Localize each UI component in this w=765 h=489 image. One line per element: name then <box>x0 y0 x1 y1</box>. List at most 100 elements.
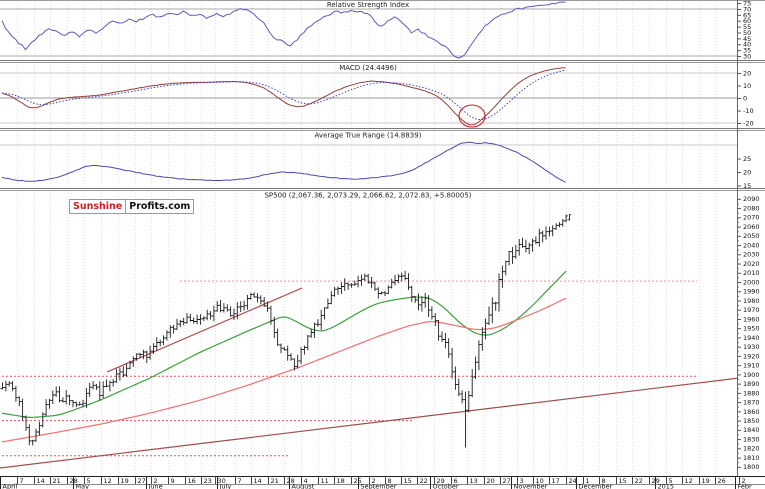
svg-text:1930: 1930 <box>743 343 760 351</box>
svg-text:2020: 2020 <box>743 260 760 268</box>
svg-text:20: 20 <box>487 477 495 485</box>
svg-text:2060: 2060 <box>743 223 760 231</box>
svg-text:75: 75 <box>743 0 751 8</box>
svg-text:65: 65 <box>743 11 751 19</box>
svg-text:1: 1 <box>586 477 590 485</box>
logo-sunshine-text: Sunshine <box>70 200 127 213</box>
svg-text:7: 7 <box>20 477 24 485</box>
svg-text:1860: 1860 <box>743 408 760 416</box>
atr-panel-title: Average True Range (14.8839) <box>315 132 422 140</box>
svg-text:September: September <box>361 483 397 489</box>
svg-text:7: 7 <box>238 477 242 485</box>
svg-text:1900: 1900 <box>743 371 760 379</box>
svg-text:9: 9 <box>171 477 175 485</box>
svg-text:1870: 1870 <box>743 399 760 407</box>
svg-text:70: 70 <box>743 5 751 13</box>
svg-text:May: May <box>76 483 90 489</box>
sunshine-profits-logo: Sunshine Profits.com <box>69 199 195 214</box>
svg-text:1830: 1830 <box>743 435 760 443</box>
svg-text:13: 13 <box>470 477 478 485</box>
svg-text:Febr: Febr <box>738 483 753 489</box>
svg-text:1820: 1820 <box>743 445 760 453</box>
svg-text:27: 27 <box>503 477 511 485</box>
svg-text:28: 28 <box>287 477 295 485</box>
svg-text:10: 10 <box>743 82 751 90</box>
rsi-panel-title: Relative Strength Index <box>327 1 409 9</box>
svg-text:1970: 1970 <box>743 306 760 314</box>
svg-text:40: 40 <box>743 41 751 49</box>
svg-text:24: 24 <box>569 477 577 485</box>
svg-text:3: 3 <box>520 477 524 485</box>
svg-text:December: December <box>579 483 613 489</box>
svg-text:22: 22 <box>635 477 643 485</box>
svg-text:10: 10 <box>536 477 544 485</box>
svg-text:1800: 1800 <box>743 463 760 471</box>
svg-text:16: 16 <box>188 477 196 485</box>
svg-text:1840: 1840 <box>743 426 760 434</box>
svg-text:8: 8 <box>388 477 392 485</box>
svg-text:12: 12 <box>685 477 693 485</box>
svg-text:26: 26 <box>718 477 726 485</box>
svg-text:15: 15 <box>619 477 627 485</box>
svg-text:1980: 1980 <box>743 297 760 305</box>
svg-text:0: 0 <box>743 94 747 102</box>
svg-text:19: 19 <box>121 477 129 485</box>
svg-text:30: 30 <box>743 52 751 60</box>
svg-text:8: 8 <box>602 477 606 485</box>
svg-text:20: 20 <box>743 168 751 176</box>
svg-text:2090: 2090 <box>743 195 760 203</box>
svg-text:2080: 2080 <box>743 204 760 212</box>
price-panel-title: SP500 (2,067.36, 2,073.29, 2,066.62, 2,0… <box>264 192 471 200</box>
svg-text:2015: 2015 <box>658 483 675 489</box>
svg-text:30: 30 <box>218 477 226 485</box>
svg-text:29: 29 <box>437 477 445 485</box>
svg-text:21: 21 <box>271 477 279 485</box>
svg-text:27: 27 <box>138 477 146 485</box>
svg-text:50: 50 <box>743 29 751 37</box>
svg-text:14: 14 <box>37 477 45 485</box>
svg-text:35: 35 <box>743 47 751 55</box>
svg-text:15: 15 <box>743 182 751 190</box>
svg-text:1910: 1910 <box>743 362 760 370</box>
svg-text:1850: 1850 <box>743 417 760 425</box>
svg-text:1960: 1960 <box>743 315 760 323</box>
svg-text:2030: 2030 <box>743 251 760 259</box>
svg-text:11: 11 <box>321 477 329 485</box>
svg-text:19: 19 <box>702 477 710 485</box>
svg-text:22: 22 <box>420 477 428 485</box>
macd-panel-title: MACD (24.4496) <box>339 64 397 72</box>
svg-text:1880: 1880 <box>743 389 760 397</box>
svg-text:18: 18 <box>337 477 345 485</box>
svg-text:2000: 2000 <box>743 278 760 286</box>
svg-text:October: October <box>433 483 459 489</box>
svg-text:23: 23 <box>204 477 212 485</box>
svg-text:1990: 1990 <box>743 288 760 296</box>
svg-text:-20: -20 <box>743 119 754 127</box>
svg-text:July: July <box>219 483 232 489</box>
svg-text:20: 20 <box>743 69 751 77</box>
svg-text:2: 2 <box>154 477 158 485</box>
svg-text:1890: 1890 <box>743 380 760 388</box>
svg-text:November: November <box>514 483 548 489</box>
svg-text:25: 25 <box>354 477 362 485</box>
svg-text:August: August <box>292 483 315 489</box>
svg-text:April: April <box>3 483 18 489</box>
svg-text:15: 15 <box>404 477 412 485</box>
svg-text:17: 17 <box>552 477 560 485</box>
svg-text:55: 55 <box>743 23 751 31</box>
svg-text:6: 6 <box>454 477 458 485</box>
svg-text:12: 12 <box>104 477 112 485</box>
svg-text:2070: 2070 <box>743 214 760 222</box>
svg-text:2: 2 <box>372 477 376 485</box>
svg-text:2040: 2040 <box>743 241 760 249</box>
svg-text:1920: 1920 <box>743 352 760 360</box>
svg-text:60: 60 <box>743 17 751 25</box>
svg-text:45: 45 <box>743 35 751 43</box>
svg-text:25: 25 <box>743 155 751 163</box>
svg-text:14: 14 <box>254 477 262 485</box>
svg-text:-10: -10 <box>743 107 754 115</box>
svg-text:4: 4 <box>304 477 308 485</box>
